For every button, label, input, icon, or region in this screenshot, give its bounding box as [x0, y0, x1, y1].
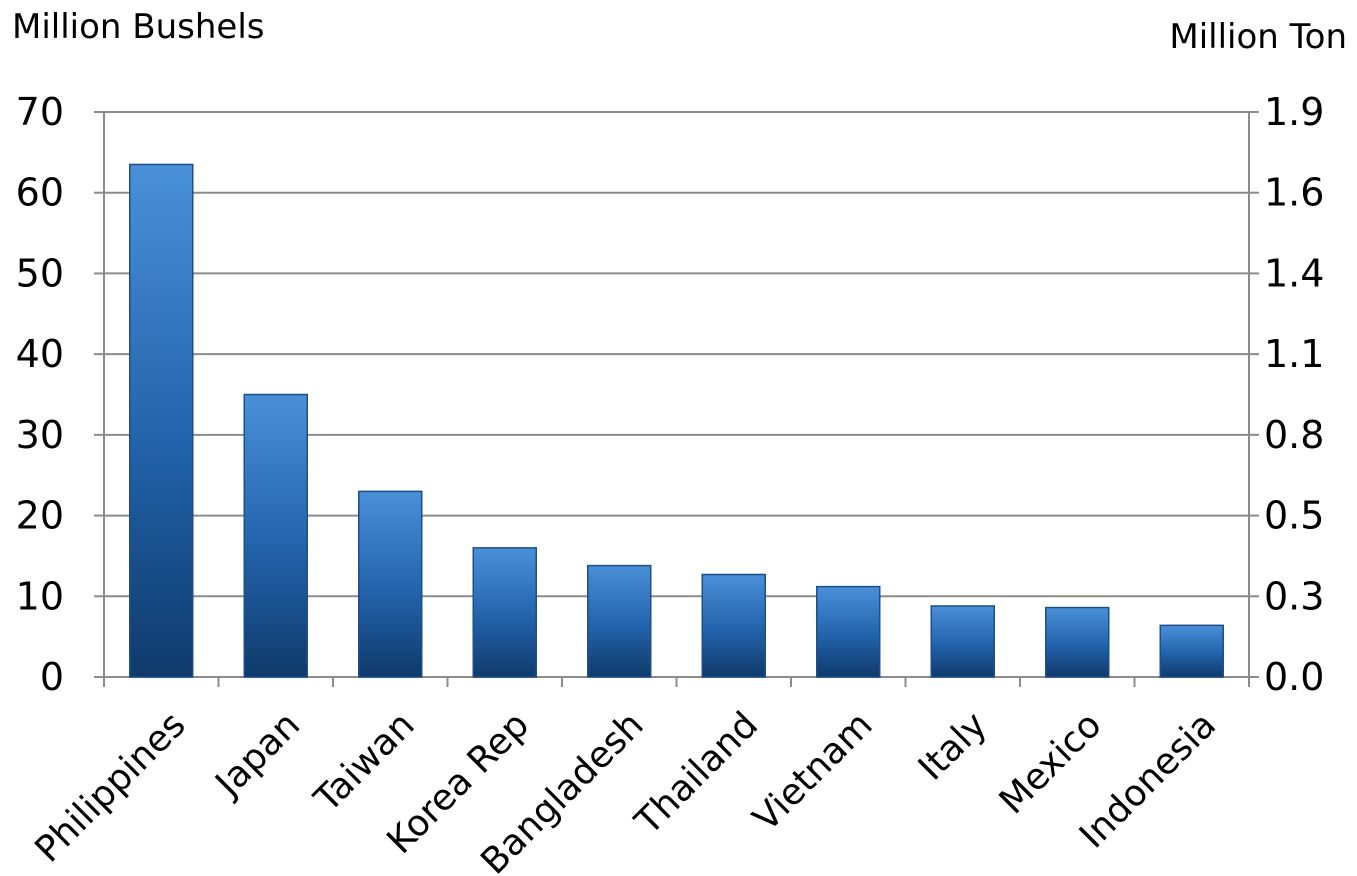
left-tick-label: 0	[40, 655, 64, 699]
bar-vietnam	[816, 585, 881, 678]
left-tick-label: 40	[16, 332, 64, 376]
left-tick-label: 10	[16, 574, 64, 618]
right-tick-label: 1.4	[1264, 251, 1324, 295]
bar-japan	[243, 393, 308, 678]
right-tick-label: 0.5	[1264, 494, 1324, 538]
right-tick-label: 1.1	[1264, 332, 1324, 376]
tick-labels: 0 0.0 10 0.3 20 0.5 30 0.8 40 1.1 50 1.4 60 1.6 70 1.9	[16, 90, 1325, 699]
category-label: Mexico	[992, 704, 1110, 822]
right-tick-label: 0.3	[1264, 574, 1324, 618]
bar-philippines	[129, 163, 194, 678]
bar-taiwan	[358, 490, 423, 678]
left-tick-label: 20	[16, 494, 64, 538]
category-label: Philippines	[27, 704, 193, 870]
bar-bangladesh	[587, 564, 652, 678]
bar-italy	[930, 605, 995, 678]
left-tick-label: 70	[16, 90, 64, 134]
left-axis-title: Million Bushels	[12, 7, 265, 47]
category-label: Taiwan	[306, 704, 422, 820]
left-tick-label: 60	[16, 171, 64, 215]
right-tick-label: 1.6	[1264, 171, 1324, 215]
right-tick-label: 0.0	[1264, 655, 1324, 699]
category-label: Italy	[911, 704, 995, 788]
bar-thailand	[701, 573, 766, 678]
category-label: Thailand	[627, 704, 766, 843]
bars	[129, 163, 1224, 678]
bar-korea-rep	[472, 547, 537, 678]
bar-mexico	[1045, 606, 1110, 678]
left-tick-label: 50	[16, 251, 64, 295]
right-axis-title: Million Ton	[1169, 17, 1347, 57]
category-label: Vietnam	[746, 704, 881, 839]
category-label: Japan	[207, 704, 308, 805]
right-tick-label: 1.9	[1264, 90, 1324, 134]
bar-indonesia	[1159, 624, 1224, 678]
right-tick-label: 0.8	[1264, 413, 1324, 457]
left-tick-label: 30	[16, 413, 64, 457]
